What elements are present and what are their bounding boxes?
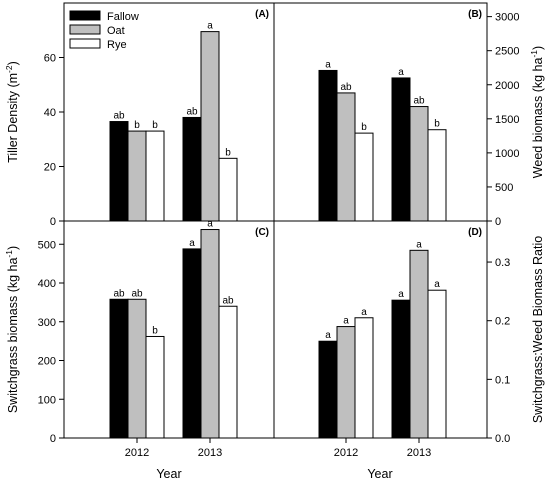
bar-fallow [109,298,129,439]
y-tick-label: 0.3 [495,257,510,269]
significance-letter: ab [340,82,352,93]
bar-fallow [182,248,202,439]
bar-fallow [318,69,338,222]
significance-letter: a [189,238,195,249]
y-tick-label: 200 [38,356,56,368]
panel-label: (C) [255,227,269,238]
legend-swatch-oat [69,24,101,35]
panel-label: (B) [468,9,482,20]
y-tick-label: 0.0 [495,433,510,445]
bar-oat [200,31,220,222]
significance-letter: b [152,120,158,131]
legend-label-oat: Oat [107,25,125,37]
significance-letter: a [325,59,331,70]
y-tick-label: 100 [38,394,56,406]
y-tick-label: 3000 [495,12,519,24]
significance-letter: b [152,325,158,336]
bar-oat [336,92,356,222]
significance-letter: b [361,122,367,133]
y-tick-label: 20 [44,162,56,174]
significance-letter: ab [113,111,125,122]
y-axis-label: Switchgrass:Weed Biomass Ratio [531,236,545,423]
y-axis-label: Tiller Density (m-2) [4,61,20,163]
bar-rye [145,335,165,439]
significance-letter: a [434,279,440,290]
bar-rye [427,289,447,439]
y-tick-label: 300 [38,317,56,329]
significance-letter: ab [186,106,198,117]
x-tick-label: 2013 [407,447,431,459]
bar-oat [200,229,220,439]
panel-label: (A) [255,9,269,20]
bar-fallow [182,116,202,222]
legend-swatch-fallow [69,10,101,21]
significance-letter: ab [222,295,234,306]
x-tick-label: 2013 [198,447,222,459]
significance-letter: a [343,316,349,327]
y-tick-label: 2500 [495,46,519,58]
bar-rye [145,130,165,222]
y-axis-label: Switchgrass biomass (kg ha-1) [4,246,20,413]
bar-fallow [391,77,411,222]
bar-oat [127,130,147,222]
significance-letter: ab [413,96,425,107]
x-axis-label-right: Year [367,467,392,481]
significance-letter: a [398,67,404,78]
bar-oat [409,106,429,222]
y-tick-label: 0.2 [495,316,510,328]
bar-fallow [109,121,129,222]
y-tick-label: 1000 [495,148,519,160]
significance-letter: a [361,307,367,318]
bar-rye [354,317,374,439]
y-tick-label: 40 [44,107,56,119]
y-tick-label: 0.1 [495,374,510,386]
bar-oat [127,298,147,439]
significance-letter: a [207,219,213,230]
panel-label: (D) [468,227,482,238]
y-axis-label: Weed biomass (kg ha-1) [529,46,545,178]
bar-oat [336,326,356,439]
significance-letter: ab [131,288,143,299]
significance-letter: a [398,289,404,300]
x-tick-label: 2012 [334,447,358,459]
legend-label-fallow: Fallow [107,11,139,23]
y-tick-label: 500 [495,182,513,194]
x-axis-label-left: Year [156,467,181,481]
bar-fallow [391,299,411,439]
y-tick-label: 60 [44,53,56,65]
y-tick-label: 1500 [495,114,519,126]
significance-letter: a [325,330,331,341]
legend-label-rye: Rye [107,39,127,51]
significance-letter: b [225,147,231,158]
bar-fallow [318,340,338,439]
significance-letter: b [134,120,140,131]
bar-rye [218,305,238,439]
bar-oat [409,249,429,439]
bar-rye [218,157,238,222]
y-tick-label: 500 [38,239,56,251]
y-tick-label: 0 [50,433,56,445]
y-tick-label: 400 [38,278,56,290]
y-tick-label: 2000 [495,80,519,92]
significance-letter: b [434,119,440,130]
y-tick-label: 0 [495,216,501,228]
legend-swatch-rye [69,38,101,49]
significance-letter: a [416,239,422,250]
significance-letter: ab [113,288,125,299]
bar-rye [427,129,447,222]
significance-letter: a [207,21,213,32]
bar-rye [354,132,374,222]
y-tick-label: 0 [50,216,56,228]
x-tick-label: 2012 [125,447,149,459]
